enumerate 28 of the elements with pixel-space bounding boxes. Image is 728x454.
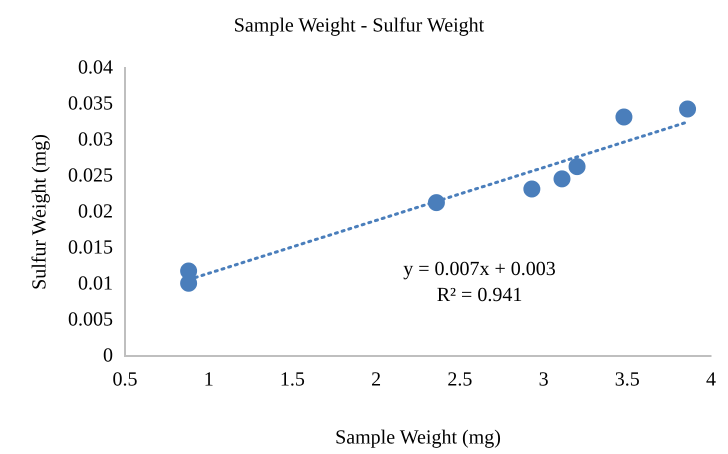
y-tick-label: 0.01: [78, 272, 113, 294]
x-tick-label: 3: [538, 368, 549, 390]
y-tick-label: 0.02: [78, 200, 113, 222]
y-tick-label: 0.005: [68, 308, 113, 330]
annotation: y = 0.007x + 0.003: [403, 258, 556, 280]
point: [553, 170, 570, 188]
y-tick-label: 0.025: [68, 164, 113, 186]
x-tick-label: 0.5: [112, 368, 138, 390]
point: [615, 108, 632, 126]
x-tick-label: 4: [706, 368, 716, 390]
y-tick-label: 0.015: [68, 236, 113, 258]
y-tick-label: 0.03: [78, 128, 113, 150]
point: [428, 194, 445, 212]
point: [523, 180, 540, 198]
x-tick-label: 2.5: [447, 368, 472, 390]
x-tick-label: 2: [371, 368, 382, 390]
x-tick-label: 1: [204, 368, 214, 390]
y-axis-title: Sulfur Weight (mg): [28, 134, 50, 290]
y-tick-label: 0.04: [78, 56, 113, 78]
y-tick-label: 0.035: [68, 92, 113, 114]
annotation: R² = 0.941: [436, 284, 522, 306]
y-tick-label: 0: [103, 344, 113, 366]
x-tick-label: 3.5: [614, 368, 640, 390]
point: [568, 158, 586, 176]
x-axis-title: Sample Weight (mg): [335, 426, 501, 448]
chart-title: Sample Weight - Sulfur Weight: [234, 14, 485, 36]
point: [679, 100, 696, 118]
x-tick-label: 1.5: [280, 368, 305, 390]
